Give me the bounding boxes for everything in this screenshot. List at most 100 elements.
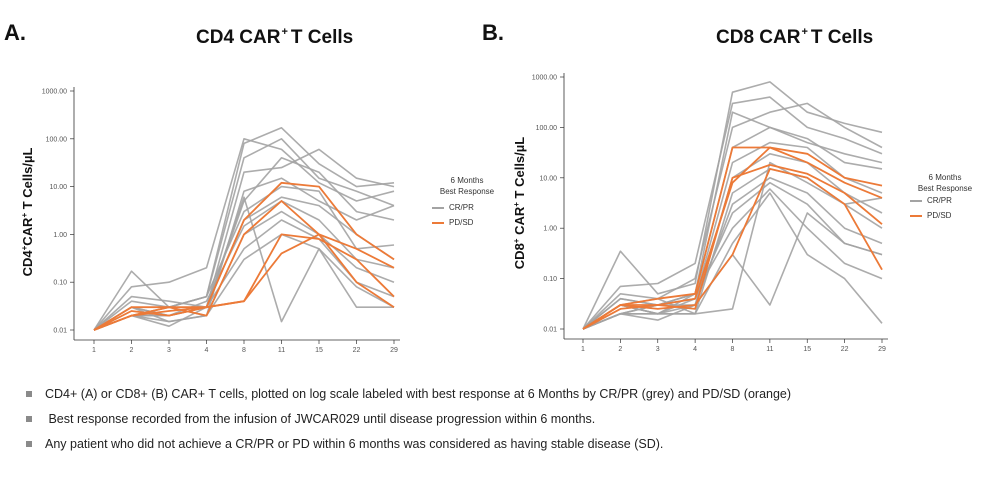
- chart-a-xtick-label: 22: [353, 347, 361, 354]
- panel-a-title-sup: +: [281, 26, 288, 38]
- chart-a-ytick-label: 10.00: [49, 184, 67, 191]
- chart-a-series-crpr-line: [93, 196, 394, 331]
- chart-b-series-crpr-line: [582, 111, 883, 330]
- chart-b-xtick-label: 11: [766, 346, 773, 353]
- chart-a-ylabel-post: T Cells/µL: [20, 148, 35, 213]
- note-item: Any patient who did not achieve a CR/PR …: [26, 431, 791, 456]
- chart-a-ytick-label: 1.00: [53, 232, 67, 239]
- chart-b-xtick-label: 22: [841, 346, 849, 353]
- chart-a-xtick-label: 2: [130, 347, 134, 354]
- chart-a-legend-swatch-crpr: [432, 206, 444, 209]
- chart-b-plot: 0.01 0.10 1.00 10.00 100.00 1000.00 1 2 3 4 8 11 15 2…: [532, 73, 888, 353]
- panel-b-title-suffix: T Cells: [810, 27, 874, 48]
- chart-b-ytick-label: 1000.00: [532, 75, 557, 82]
- chart-a-xtick-label: 4: [205, 347, 209, 354]
- chart-b-ylabel-sup2: +: [512, 202, 521, 207]
- chart-a-legend-item-pdsd: PD/SD: [432, 218, 502, 227]
- chart-a: CD4+CAR+ T Cells/µL 0.01 0.10 1.00 10.00 100…: [20, 87, 400, 354]
- chart-b-xtick-label: 8: [731, 346, 735, 353]
- chart-b-ylabel-sup1: +: [512, 238, 521, 243]
- chart-b-ylabel-mid: CAR: [512, 206, 527, 238]
- chart-b-ytick-label: 1.00: [543, 226, 557, 233]
- chart-a-xtick-label: 8: [242, 347, 246, 354]
- chart-b-legend-swatch-crpr: [910, 199, 922, 202]
- chart-b-series-crpr-line: [582, 96, 883, 330]
- chart-a-xtick-label: 11: [278, 347, 285, 354]
- chart-a-ylabel-sup1: +: [20, 245, 29, 250]
- panel-b-title-text: CD8 CAR: [716, 27, 801, 48]
- chart-a-ylabel: CD4+CAR+ T Cells/µL: [20, 148, 35, 277]
- chart-b-series-pdsd-line: [582, 167, 883, 330]
- chart-a-legend-item-crpr: CR/PR: [432, 203, 502, 212]
- chart-a-xtick-label: 29: [390, 347, 398, 354]
- chart-b: CD8+ CAR+ T Cells/µL 0.010.101.0010.0010…: [512, 73, 888, 353]
- chart-a-ylabel-text: CD4+CAR+ T Cells/µL: [20, 148, 35, 277]
- chart-a-legend-label-crpr: CR/PR: [449, 203, 474, 212]
- chart-a-ytick-label: 0.01: [53, 328, 67, 335]
- chart-a-xtick-label: 15: [315, 347, 323, 354]
- chart-a-legend-title-2: Best Response: [439, 187, 495, 196]
- chart-b-xtick-label: 1: [581, 346, 585, 353]
- chart-a-xtick-label: 3: [167, 347, 171, 354]
- note-text: Best response recorded from the infusion…: [45, 411, 596, 426]
- chart-a-ylabel-sup2: +: [20, 213, 29, 218]
- chart-a-series-crpr-line: [93, 177, 395, 331]
- note-item: CD4+ (A) or CD8+ (B) CAR+ T cells, plott…: [26, 381, 791, 406]
- chart-b-legend-title-2: Best Response: [917, 184, 973, 193]
- chart-b-series-pdsd-line: [582, 163, 883, 330]
- panel-b-label: B.: [482, 20, 504, 45]
- chart-a-ytick-label: 100.00: [46, 136, 68, 143]
- chart-b-legend-label-crpr: CR/PR: [927, 196, 952, 205]
- chart-b-ylabel-post: T Cells/µL: [512, 137, 527, 202]
- note-text: CD4+ (A) or CD8+ (B) CAR+ T cells, plott…: [45, 386, 792, 401]
- chart-b-ylabel-text: CD8+ CAR+ T Cells/µL: [512, 137, 527, 269]
- chart-b-xtick-label: 29: [878, 346, 886, 353]
- chart-a-legend-swatch-pdsd: [432, 221, 444, 224]
- bullet-icon: [26, 440, 32, 447]
- chart-b-series-crpr-line: [582, 181, 883, 330]
- chart-a-series-pdsd-line: [93, 200, 395, 331]
- chart-a-series-crpr-line: [93, 200, 395, 331]
- chart-b-xtick-label: 2: [618, 346, 622, 353]
- chart-b-series-crpr-line: [582, 177, 883, 330]
- chart-a-legend-label-pdsd: PD/SD: [449, 218, 474, 227]
- chart-b-ytick-label: 0.01: [543, 327, 557, 334]
- panel-b-title: CD8 CAR+ T Cells: [716, 26, 873, 49]
- chart-b-legend-item-crpr: CR/PR: [910, 196, 980, 205]
- chart-a-plot: 0.01 0.10 1.00 10.00 100.00 1000.00 1 2 3 4 8 11 15 2…: [42, 87, 400, 354]
- note-text: Any patient who did not achieve a CR/PR …: [45, 436, 664, 451]
- chart-a-legend: 6 Months Best Response CR/PR PD/SD: [432, 175, 502, 227]
- chart-b-legend-swatch-pdsd: [910, 214, 922, 217]
- chart-a-series-crpr-line: [93, 127, 395, 331]
- chart-a-series-crpr-line: [93, 148, 395, 331]
- chart-a-xtick-label: 1: [92, 347, 96, 354]
- chart-b-legend-title-1: 6 Months: [928, 173, 962, 182]
- bullet-icon: [26, 390, 32, 397]
- chart-b-xtick-label: 15: [803, 346, 811, 353]
- panel-a-title: CD4 CAR+ T Cells: [196, 26, 353, 49]
- chart-a-series-crpr-line: [93, 138, 395, 331]
- panel-a-title-text: CD4 CAR: [196, 27, 281, 48]
- chart-b-ytick-label: 100.00: [536, 125, 558, 132]
- chart-a-series-crpr-line: [93, 185, 395, 331]
- chart-b-ylabel: CD8+ CAR+ T Cells/µL: [512, 137, 527, 269]
- chart-b-series-pdsd-line: [582, 146, 883, 330]
- chart-b-series-crpr-line: [582, 102, 883, 330]
- panel-a-label: A.: [4, 20, 26, 45]
- chart-b-xtick-label: 3: [656, 346, 660, 353]
- chart-b-series-pdsd-line: [582, 146, 883, 330]
- chart-b-legend-item-pdsd: PD/SD: [910, 211, 980, 220]
- panel-b-title-sup: +: [801, 26, 808, 38]
- chart-a-ylabel-mid: CAR: [20, 217, 35, 246]
- chart-b-ylabel-pre: CD8: [512, 243, 527, 269]
- chart-b-legend-label-pdsd: PD/SD: [927, 211, 952, 220]
- chart-a-ytick-label: 0.10: [53, 280, 67, 287]
- chart-a-legend-title-1: 6 Months: [450, 176, 484, 185]
- chart-a-ytick-label: 1000.00: [42, 89, 67, 96]
- chart-b-xtick-label: 4: [693, 346, 697, 353]
- chart-a-series-pdsd-line: [93, 233, 395, 331]
- bullet-icon: [26, 415, 32, 422]
- panel-a-title-suffix: T Cells: [290, 27, 354, 48]
- chart-b-ytick-label: 10.00: [539, 175, 557, 182]
- chart-b-legend: 6 Months Best Response CR/PR PD/SD: [910, 172, 980, 220]
